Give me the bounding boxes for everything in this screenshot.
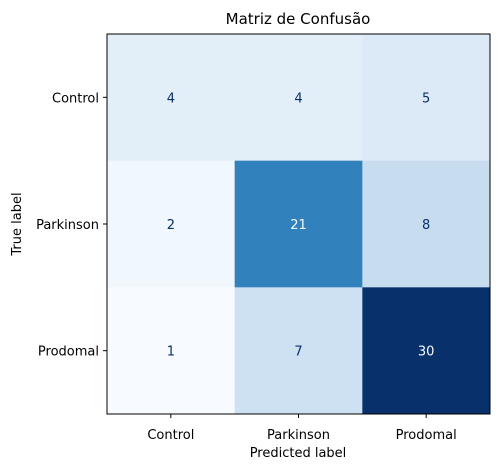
x-axis-ticks: Control Parkinson Prodomal: [147, 414, 457, 443]
chart-title: Matriz de Confusão: [226, 10, 371, 28]
y-tick-label: Control: [52, 91, 99, 106]
matrix-cell: [107, 160, 236, 288]
cell-value-label: 21: [290, 218, 307, 233]
matrix-cell: [107, 34, 236, 162]
matrix-cell-labels: 4 4 5 2 21 8 1 7 30: [167, 91, 435, 359]
x-tick-label: Prodomal: [396, 428, 457, 443]
cell-value-label: 4: [167, 91, 175, 106]
x-tick-label: Parkinson: [267, 428, 330, 443]
cell-value-label: 7: [294, 345, 302, 360]
cell-value-label: 5: [422, 91, 430, 106]
matrix-cell: [362, 160, 491, 288]
cell-value-label: 30: [418, 345, 435, 360]
y-axis-ticks: Control Parkinson Prodomal: [36, 91, 107, 360]
matrix-cell: [362, 34, 491, 162]
matrix-cell: [234, 287, 363, 415]
matrix-cell: [234, 160, 363, 288]
y-axis-label: True label: [10, 192, 25, 256]
matrix-cells: [107, 34, 491, 415]
cell-value-label: 2: [167, 218, 175, 233]
cell-value-label: 4: [294, 91, 302, 106]
y-tick-label: Prodomal: [38, 345, 99, 360]
x-axis-label: Predicted label: [250, 446, 347, 461]
matrix-cell: [234, 34, 363, 162]
matrix-cell: [107, 287, 236, 415]
matrix-cell: [362, 287, 491, 415]
cell-value-label: 1: [167, 345, 175, 360]
cell-value-label: 8: [422, 218, 430, 233]
x-tick-label: Control: [147, 428, 194, 443]
y-tick-label: Parkinson: [36, 218, 99, 233]
